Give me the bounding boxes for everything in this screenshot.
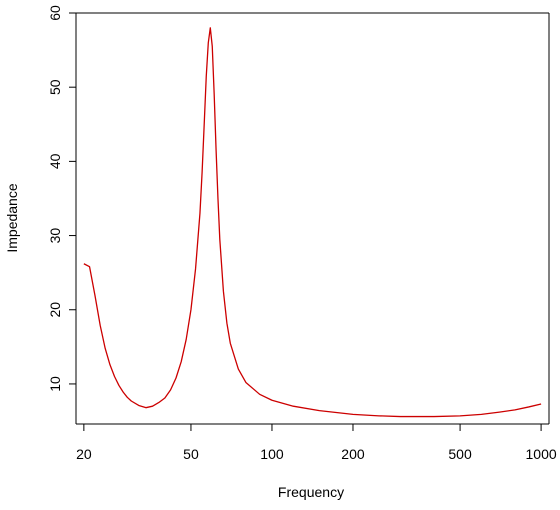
y-tick-label: 30 bbox=[47, 228, 63, 244]
x-tick-label: 1000 bbox=[526, 446, 557, 462]
x-tick-label: 200 bbox=[341, 446, 365, 462]
y-tick-label: 40 bbox=[47, 153, 63, 169]
series-layer bbox=[83, 27, 542, 418]
y-tick-label: 50 bbox=[47, 79, 63, 95]
y-tick-label: 10 bbox=[47, 376, 63, 392]
x-tick-label: 20 bbox=[76, 446, 92, 462]
x-axis-ticks: 20 50 100 200 500 1000 bbox=[76, 424, 557, 462]
x-tick-label: 500 bbox=[448, 446, 472, 462]
y-tick-label: 60 bbox=[47, 5, 63, 21]
y-tick-label: 20 bbox=[47, 302, 63, 318]
y-axis-ticks: 10 20 30 40 50 60 bbox=[47, 5, 76, 392]
x-tick-label: 100 bbox=[260, 446, 284, 462]
plot-frame bbox=[75, 12, 550, 425]
y-axis-title: Impedance bbox=[4, 183, 20, 252]
impedance-series-line bbox=[83, 27, 542, 418]
x-axis-title: Frequency bbox=[278, 484, 344, 500]
x-tick-label: 50 bbox=[183, 446, 199, 462]
